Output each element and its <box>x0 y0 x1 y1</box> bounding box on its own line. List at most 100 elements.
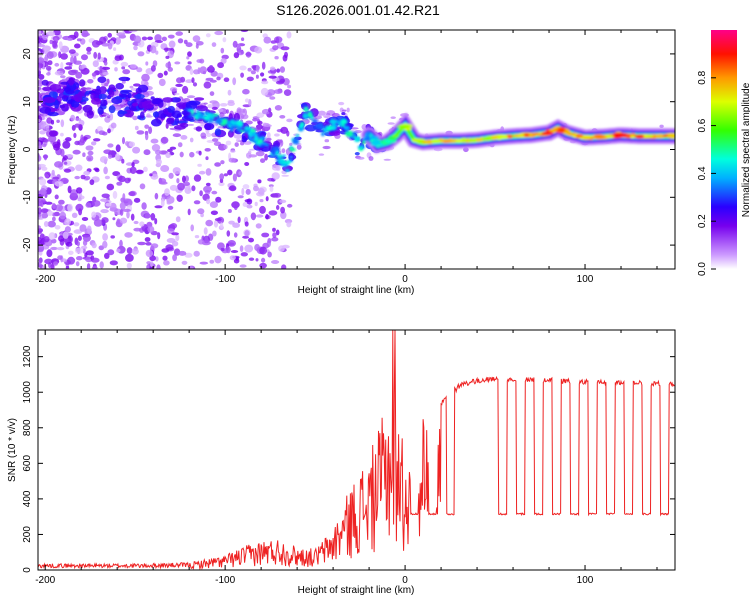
noise-blob <box>268 75 277 79</box>
signal-blob <box>68 77 75 86</box>
noise-blob <box>203 102 208 105</box>
noise-blob <box>169 146 177 150</box>
signal-blob <box>73 93 83 103</box>
noise-blob <box>145 249 154 258</box>
signal-blob <box>71 100 80 108</box>
noise-blob <box>390 116 396 119</box>
noise-blob <box>99 261 104 269</box>
signal-blob <box>174 124 186 130</box>
noise-blob <box>218 181 225 187</box>
signal-blob <box>137 84 149 93</box>
ridge-blob <box>249 137 254 142</box>
ridge-blob <box>248 130 253 137</box>
noise-blob <box>150 261 154 268</box>
figure-title: S126.2026.001.01.42.R21 <box>276 2 440 18</box>
noise-blob <box>137 51 145 57</box>
noise-blob <box>199 66 207 74</box>
noise-blob <box>197 163 202 167</box>
noise-blob <box>54 180 64 187</box>
noise-blob <box>270 40 277 44</box>
noise-blob <box>205 219 213 227</box>
noise-blob <box>72 149 81 155</box>
noise-blob <box>104 175 110 180</box>
y-tick-label: 1000 <box>22 381 33 404</box>
noise-blob <box>107 128 111 134</box>
y-tick-label: 20 <box>22 48 33 60</box>
noise-blob <box>230 149 236 153</box>
ridge-blob <box>343 125 350 130</box>
noise-blob <box>261 61 266 70</box>
noise-blob <box>89 179 95 186</box>
noise-blob <box>197 67 201 75</box>
ridge-blob <box>307 112 313 118</box>
noise-blob <box>234 142 239 148</box>
noise-blob <box>187 208 191 216</box>
noise-blob <box>154 192 159 200</box>
ridge-blob <box>542 131 554 136</box>
noise-blob <box>119 201 126 210</box>
noise-blob <box>249 148 256 151</box>
noise-blob <box>346 107 350 113</box>
noise-blob <box>114 37 121 45</box>
noise-blob <box>64 218 71 226</box>
snr-series <box>38 330 675 570</box>
noise-blob <box>99 156 108 163</box>
ridge-blob <box>282 160 291 164</box>
ridge-blob <box>311 119 318 123</box>
noise-blob <box>128 141 135 147</box>
noise-blob <box>150 243 159 249</box>
noise-blob <box>54 161 63 168</box>
signal-blob <box>171 110 182 119</box>
noise-blob <box>158 78 166 87</box>
noise-blob <box>126 210 130 219</box>
noise-blob <box>187 61 192 65</box>
noise-blob <box>87 150 94 156</box>
noise-blob <box>255 64 260 73</box>
noise-blob <box>110 235 115 239</box>
noise-blob <box>86 46 92 53</box>
ridge-blob <box>196 113 200 117</box>
ridge-blob <box>298 127 305 131</box>
noise-blob <box>43 221 49 227</box>
noise-blob <box>181 260 188 265</box>
noise-blob <box>214 217 222 222</box>
noise-blob <box>46 51 54 59</box>
noise-blob <box>223 173 228 177</box>
noise-blob <box>160 199 165 207</box>
noise-blob <box>86 263 91 269</box>
noise-blob <box>163 47 173 51</box>
noise-blob <box>257 179 262 184</box>
noise-blob <box>342 109 347 112</box>
noise-blob <box>80 245 88 250</box>
noise-blob <box>231 201 240 209</box>
noise-blob <box>248 237 254 243</box>
noise-blob <box>45 65 52 71</box>
noise-blob <box>130 213 135 221</box>
noise-blob <box>75 261 80 267</box>
noise-blob <box>82 247 86 254</box>
signal-blob <box>90 92 96 100</box>
noise-blob <box>211 42 217 47</box>
noise-blob <box>239 65 247 71</box>
noise-blob <box>52 141 61 149</box>
noise-blob <box>148 126 153 134</box>
noise-blob <box>47 220 56 228</box>
ridge-blob <box>455 139 463 143</box>
y-tick-label: -20 <box>22 237 33 252</box>
noise-blob <box>92 60 99 68</box>
noise-blob <box>254 201 258 207</box>
noise-blob <box>167 50 174 59</box>
ridge-blob <box>411 138 426 142</box>
noise-blob <box>107 249 115 256</box>
noise-blob <box>204 148 211 152</box>
noise-blob <box>184 252 193 258</box>
noise-blob <box>246 204 253 209</box>
noise-blob <box>177 142 183 148</box>
noise-blob <box>225 140 232 146</box>
noise-blob <box>214 162 222 167</box>
noise-blob <box>232 77 237 86</box>
noise-blob <box>209 259 215 264</box>
noise-blob <box>225 109 229 114</box>
noise-blob <box>255 223 262 229</box>
